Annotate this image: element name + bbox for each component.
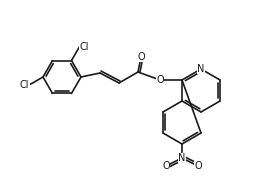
Text: O: O <box>155 75 163 85</box>
Text: N: N <box>197 64 204 74</box>
Text: Cl: Cl <box>79 42 89 52</box>
Text: N: N <box>178 153 185 163</box>
Text: O: O <box>162 161 169 171</box>
Text: O: O <box>137 52 144 62</box>
Text: Cl: Cl <box>20 80 29 90</box>
Text: O: O <box>194 161 201 171</box>
